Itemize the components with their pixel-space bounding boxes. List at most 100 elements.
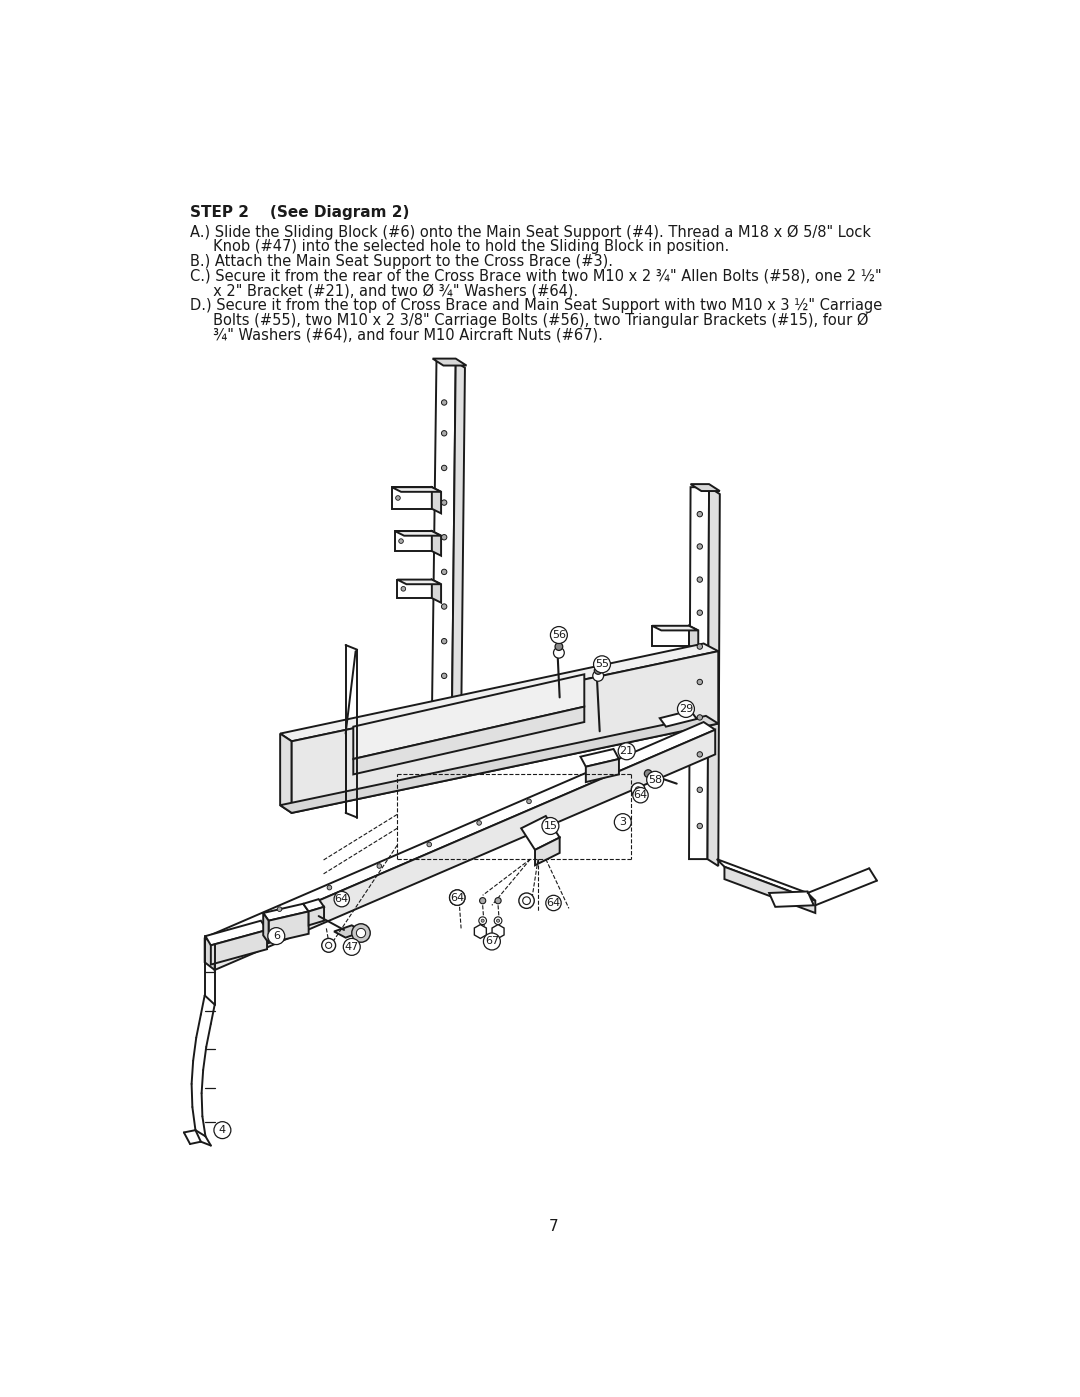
Text: 67: 67 (485, 936, 499, 947)
Circle shape (645, 770, 652, 778)
Polygon shape (264, 904, 309, 921)
Circle shape (268, 928, 285, 944)
Circle shape (697, 577, 702, 583)
Text: 15: 15 (543, 821, 557, 831)
Circle shape (343, 939, 361, 956)
Polygon shape (432, 580, 441, 602)
Circle shape (442, 430, 447, 436)
Circle shape (647, 771, 663, 788)
Text: 64: 64 (546, 898, 561, 908)
Polygon shape (522, 816, 559, 849)
Circle shape (427, 842, 432, 847)
Circle shape (395, 496, 401, 500)
Circle shape (480, 898, 486, 904)
Polygon shape (654, 673, 689, 692)
Circle shape (594, 655, 610, 673)
Circle shape (697, 610, 702, 616)
Text: C.) Secure it from the rear of the Cross Brace with two M10 x 2 ¾" Allen Bolts (: C.) Secure it from the rear of the Cross… (190, 268, 881, 284)
Text: 64: 64 (634, 791, 648, 800)
Circle shape (527, 799, 531, 803)
Circle shape (545, 895, 562, 911)
Text: Knob (#47) into the selected hole to hold the Sliding Block in position.: Knob (#47) into the selected hole to hol… (190, 239, 729, 254)
Polygon shape (432, 488, 441, 513)
Text: A.) Slide the Sliding Block (#6) onto the Main Seat Support (#4). Thread a M18 x: A.) Slide the Sliding Block (#6) onto th… (190, 225, 872, 240)
Polygon shape (433, 359, 467, 366)
Polygon shape (264, 914, 269, 943)
Circle shape (442, 465, 447, 471)
Circle shape (677, 700, 694, 718)
Circle shape (442, 604, 447, 609)
Circle shape (325, 942, 332, 949)
Text: D.) Secure it from the top of Cross Brace and Main Seat Support with two M10 x 3: D.) Secure it from the top of Cross Brac… (190, 298, 882, 313)
Circle shape (697, 511, 702, 517)
Polygon shape (309, 907, 324, 925)
Circle shape (697, 715, 702, 719)
Polygon shape (397, 580, 432, 598)
Polygon shape (392, 488, 441, 492)
Polygon shape (353, 707, 584, 774)
Polygon shape (717, 859, 815, 901)
Circle shape (442, 400, 447, 405)
Circle shape (697, 752, 702, 757)
Circle shape (484, 933, 500, 950)
Polygon shape (535, 838, 559, 865)
Polygon shape (303, 900, 324, 911)
Text: 58: 58 (648, 775, 662, 785)
Circle shape (497, 919, 500, 922)
Polygon shape (652, 626, 689, 645)
Polygon shape (280, 733, 292, 813)
Text: 64: 64 (335, 894, 349, 904)
Text: 3: 3 (619, 817, 626, 827)
Circle shape (553, 647, 564, 658)
Circle shape (476, 820, 482, 826)
Circle shape (322, 939, 336, 953)
Circle shape (615, 813, 632, 831)
Polygon shape (205, 722, 715, 946)
Text: ¾" Washers (#64), and four M10 Aircraft Nuts (#67).: ¾" Washers (#64), and four M10 Aircraft … (190, 327, 603, 342)
Polygon shape (353, 675, 584, 759)
Circle shape (542, 817, 558, 834)
Circle shape (551, 627, 567, 644)
Polygon shape (280, 644, 718, 742)
Circle shape (356, 929, 366, 937)
Circle shape (442, 500, 447, 506)
Polygon shape (397, 580, 441, 584)
Polygon shape (690, 485, 719, 490)
Circle shape (697, 787, 702, 792)
Polygon shape (689, 673, 699, 697)
Text: 29: 29 (679, 704, 693, 714)
Polygon shape (474, 925, 486, 939)
Circle shape (442, 569, 447, 574)
Circle shape (442, 638, 447, 644)
Circle shape (478, 916, 486, 925)
Circle shape (278, 907, 282, 911)
Text: STEP 2    (See Diagram 2): STEP 2 (See Diagram 2) (190, 204, 409, 219)
Circle shape (495, 916, 502, 925)
Circle shape (214, 1122, 231, 1139)
Polygon shape (492, 925, 504, 939)
Polygon shape (215, 729, 715, 970)
Polygon shape (689, 488, 710, 859)
Circle shape (449, 890, 465, 905)
Circle shape (523, 897, 530, 904)
Text: B.) Attach the Main Seat Support to the Cross Brace (#3).: B.) Attach the Main Seat Support to the … (190, 254, 613, 268)
Polygon shape (660, 711, 697, 726)
Circle shape (442, 535, 447, 539)
Polygon shape (205, 921, 267, 946)
Circle shape (633, 788, 648, 803)
Polygon shape (769, 891, 813, 907)
Circle shape (697, 679, 702, 685)
Circle shape (697, 644, 702, 650)
Circle shape (495, 898, 501, 904)
Polygon shape (689, 626, 699, 651)
Text: 6: 6 (273, 930, 280, 942)
Circle shape (442, 673, 447, 679)
Text: Bolts (#55), two M10 x 2 3/8" Carriage Bolts (#56), two Triangular Brackets (#15: Bolts (#55), two M10 x 2 3/8" Carriage B… (190, 313, 868, 328)
Circle shape (632, 782, 645, 796)
Circle shape (635, 787, 642, 793)
Text: 21: 21 (620, 746, 634, 756)
Polygon shape (395, 531, 432, 550)
Circle shape (352, 923, 370, 942)
Circle shape (401, 587, 406, 591)
Polygon shape (451, 362, 465, 728)
